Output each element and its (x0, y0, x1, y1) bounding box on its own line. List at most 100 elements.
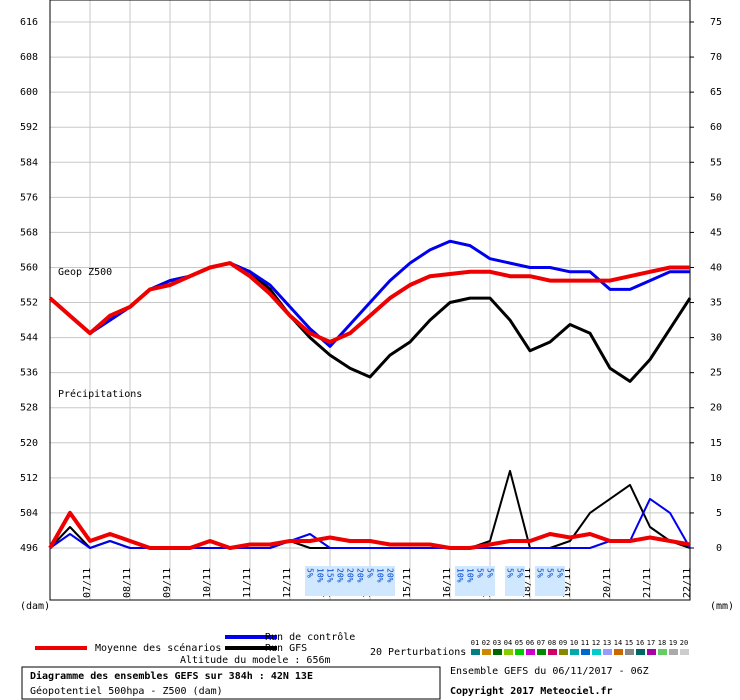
y-tick-label: 504 (20, 508, 38, 519)
y-tick-label: 608 (20, 52, 38, 63)
snow-label: 20% (336, 568, 345, 583)
legend-label: Moyenne des scénarios (95, 642, 221, 654)
perturbation-swatch (526, 649, 535, 655)
y2-tick-label: 75 (710, 17, 722, 28)
perturbation-swatch (504, 649, 513, 655)
perturbation-label: 02 (482, 639, 490, 647)
y-tick-label: 544 (20, 333, 38, 344)
z500-label: Geop Z500 (58, 267, 112, 278)
perturbation-swatch (515, 649, 524, 655)
perturbation-swatch (493, 649, 502, 655)
y-unit: (dam) (20, 601, 50, 612)
perturbation-label: 09 (559, 639, 567, 647)
snow-label: 5% (366, 568, 375, 578)
y2-unit: (mm) (710, 601, 734, 612)
x-tick-label: 20/11 (602, 568, 613, 598)
altitude: Altitude du modele : 656m (180, 655, 331, 666)
snow-label: 5% (486, 568, 495, 578)
perturbation-swatch (471, 649, 480, 655)
y2-tick-label: 15 (710, 438, 722, 449)
y2-tick-label: 0 (716, 543, 722, 554)
y2-tick-label: 10 (710, 473, 722, 484)
perturbation-label: 19 (669, 639, 677, 647)
legend-label: Run GFS (265, 643, 307, 654)
perturbation-label: 17 (647, 639, 655, 647)
y2-tick-label: 25 (710, 368, 722, 379)
snow-label: 5% (556, 568, 565, 578)
y2-tick-label: 65 (710, 87, 722, 98)
precip-line (48, 510, 691, 550)
perturbation-label: 06 (526, 639, 534, 647)
y-tick-label: 600 (20, 87, 38, 98)
snow-label: 5% (536, 568, 545, 578)
snow-marker (315, 566, 325, 596)
y-tick-label: 520 (20, 438, 38, 449)
perturbation-swatch (625, 649, 634, 655)
x-tick-label: 12/11 (282, 568, 293, 598)
y-tick-label: 568 (20, 227, 38, 238)
y-tick-label: 576 (20, 192, 38, 203)
snow-label: 5% (506, 568, 515, 578)
snow-marker (535, 566, 545, 596)
perturbation-swatch (570, 649, 579, 655)
perturbation-swatch (548, 649, 557, 655)
snow-label: 20% (346, 568, 355, 583)
x-tick-label: 10/11 (202, 568, 213, 598)
perturbation-label: 16 (636, 639, 644, 647)
y2-tick-label: 60 (710, 122, 722, 133)
y-tick-label: 560 (20, 262, 38, 273)
snow-label: 20% (386, 568, 395, 583)
perturbation-swatch (647, 649, 656, 655)
x-tick-label: 22/11 (682, 568, 693, 598)
perturbation-swatch (537, 649, 546, 655)
legend-label: Run de contrôle (265, 631, 355, 643)
chart-subtitle: Géopotentiel 500hpa - Z500 (dam) (30, 685, 223, 697)
snow-label: 10% (466, 568, 475, 583)
perturbation-label: 18 (658, 639, 666, 647)
snow-marker (475, 566, 485, 596)
snow-label: 5% (306, 568, 315, 578)
x-tick-label: 15/11 (402, 568, 413, 598)
perturbation-swatch (658, 649, 667, 655)
perturbation-swatch (636, 649, 645, 655)
copyright: Copyright 2017 Meteociel.fr (450, 685, 613, 697)
snow-marker (455, 566, 465, 596)
x-tick-label: 07/11 (82, 568, 93, 598)
chart-title: Diagramme des ensembles GEFS sur 384h : … (30, 670, 313, 682)
y2-tick-label: 40 (710, 262, 722, 273)
perturbation-label: 05 (515, 639, 523, 647)
perturbation-swatch (603, 649, 612, 655)
run-label: Ensemble GEFS du 06/11/2017 - 06Z (450, 666, 649, 677)
snow-label: 10% (456, 568, 465, 583)
snow-marker (545, 566, 555, 596)
perturbation-swatch (482, 649, 491, 655)
snow-marker (335, 566, 345, 596)
perturbation-label: 03 (493, 639, 501, 647)
snow-label: 5% (546, 568, 555, 578)
y2-tick-label: 55 (710, 157, 722, 168)
y-tick-label: 552 (20, 298, 38, 309)
x-tick-label: 16/11 (442, 568, 453, 598)
perturbation-swatch (669, 649, 678, 655)
perturbation-label: 08 (548, 639, 556, 647)
perturbation-label: 11 (581, 639, 589, 647)
y-tick-label: 592 (20, 122, 38, 133)
perturbation-swatch (680, 649, 689, 655)
y2-tick-label: 5 (716, 508, 722, 519)
snow-marker (505, 566, 515, 596)
perturbation-label: 12 (592, 639, 600, 647)
snow-label: 20% (356, 568, 365, 583)
snow-marker (555, 566, 565, 596)
snow-label: 10% (316, 568, 325, 583)
snow-label: 10% (376, 568, 385, 583)
perturbation-label: 20 (680, 639, 688, 647)
perturbation-legend: 20 Perturbations (370, 647, 466, 658)
perturbation-swatch (581, 649, 590, 655)
y-tick-label: 528 (20, 403, 38, 414)
snow-label: 5% (476, 568, 485, 578)
y2-tick-label: 45 (710, 227, 722, 238)
perturbation-label: 10 (570, 639, 578, 647)
snow-label: 15% (326, 568, 335, 583)
y-tick-label: 616 (20, 17, 38, 28)
x-tick-label: 21/11 (642, 568, 653, 598)
